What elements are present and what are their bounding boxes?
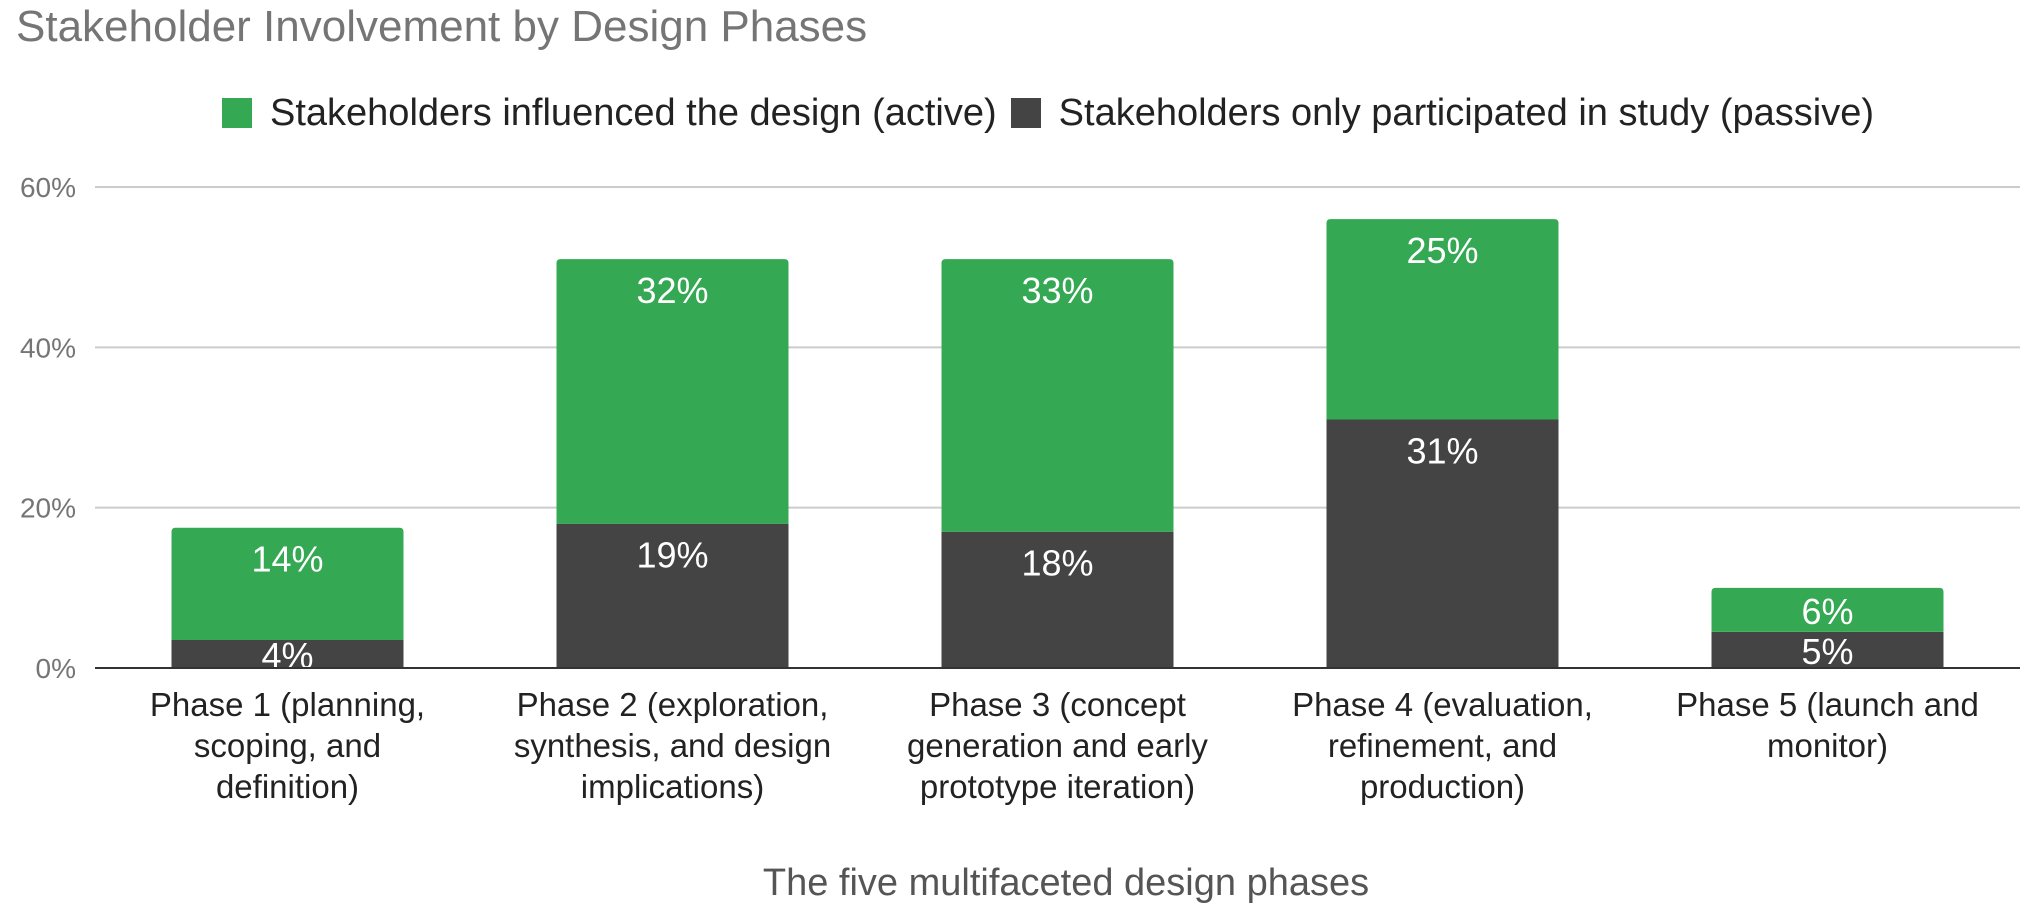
x-tick-label: Phase 3 (concept <box>929 686 1186 723</box>
x-tick-label: production) <box>1360 768 1525 805</box>
bar-segment <box>1326 219 1559 420</box>
x-tick-label: Phase 4 (evaluation, <box>1292 686 1593 723</box>
data-label: 33% <box>1021 270 1093 311</box>
data-label: 18% <box>1021 543 1093 584</box>
x-tick-label: monitor) <box>1767 727 1888 764</box>
data-label: 6% <box>1801 591 1853 632</box>
data-label: 19% <box>636 535 708 576</box>
bar-segment <box>556 523 789 668</box>
x-tick-label: implications) <box>581 768 764 805</box>
bar-segment <box>1711 587 1944 632</box>
x-tick-label: prototype iteration) <box>920 768 1195 805</box>
legend-swatch-active <box>222 98 252 128</box>
data-label: 4% <box>261 635 313 676</box>
x-tick-label: definition) <box>216 768 359 805</box>
chart-title: Stakeholder Involvement by Design Phases <box>16 2 868 51</box>
legend: Stakeholders influenced the design (acti… <box>30 88 2036 138</box>
legend-label-passive: Stakeholders only participated in study … <box>1058 91 1874 134</box>
y-tick-label: 20% <box>20 493 76 524</box>
legend-item-active[interactable]: Stakeholders influenced the design (acti… <box>222 92 997 135</box>
data-label: 5% <box>1801 631 1853 672</box>
bar-segment <box>171 527 404 640</box>
data-label: 32% <box>636 270 708 311</box>
y-tick-label: 60% <box>20 172 76 203</box>
y-tick-label: 0% <box>36 653 76 684</box>
legend-item-passive[interactable]: Stakeholders only participated in study … <box>1010 91 1874 135</box>
x-tick-label: scoping, and <box>194 727 381 764</box>
x-axis-title: The five multifaceted design phases <box>762 862 1370 904</box>
x-tick-label: Phase 1 (planning, <box>150 686 425 723</box>
bar-segment <box>941 259 1174 532</box>
bar-segment <box>171 639 404 668</box>
bar-segment <box>556 259 789 524</box>
x-tick-label: synthesis, and design <box>514 727 831 764</box>
x-tick-label: Phase 5 (launch and <box>1676 686 1979 723</box>
data-label: 25% <box>1406 230 1478 271</box>
x-tick-label: generation and early <box>907 727 1208 764</box>
x-tick-label: Phase 2 (exploration, <box>517 686 829 723</box>
bar-segment <box>941 531 1174 668</box>
bar-segment <box>1326 419 1559 668</box>
x-tick-label: refinement, and <box>1328 727 1557 764</box>
data-label: 14% <box>251 539 323 580</box>
legend-label-active: Stakeholders influenced the design (acti… <box>270 91 997 134</box>
y-tick-label: 40% <box>20 332 76 363</box>
bar-segment <box>1711 631 1944 668</box>
legend-swatch-passive <box>1010 98 1041 128</box>
data-label: 31% <box>1406 430 1478 471</box>
